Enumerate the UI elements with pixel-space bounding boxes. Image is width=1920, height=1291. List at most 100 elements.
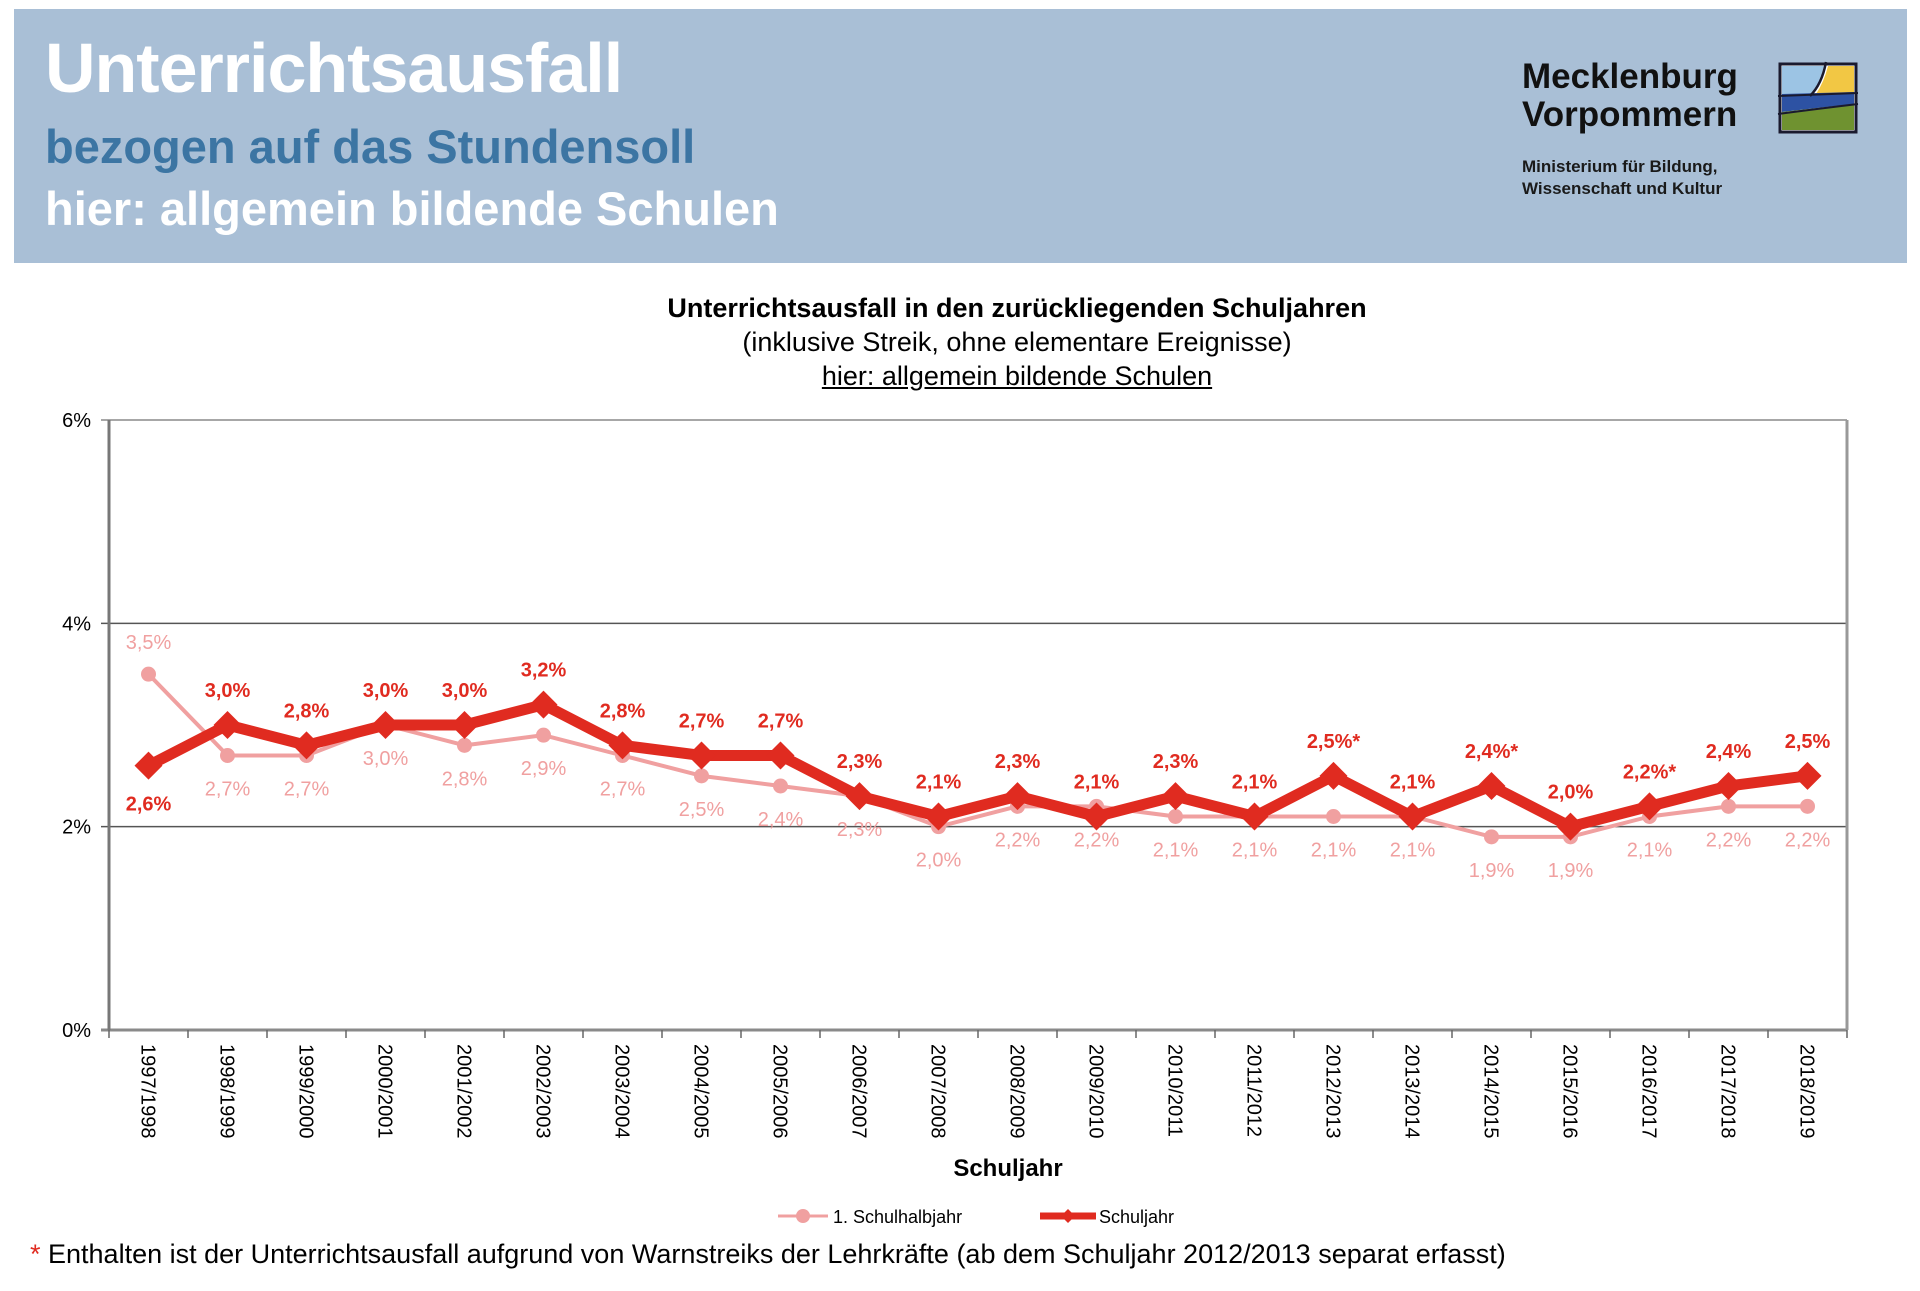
header-banner: Unterrichtsausfall bezogen auf das Stund… (14, 9, 1907, 263)
data-point-1-schulhalbjahr (1721, 798, 1736, 814)
legend-label-schuljahr: Schuljahr (1099, 1207, 1174, 1227)
legend: 1. Schulhalbjahr Schuljahr (778, 1207, 1174, 1227)
data-point-schuljahr (1556, 812, 1585, 841)
data-label-schuljahr: 3,2% (521, 660, 567, 682)
data-point-1-schulhalbjahr (457, 737, 472, 753)
chart-subtitle: (inklusive Streik, ohne elementare Ereig… (742, 327, 1292, 357)
page-title: Unterrichtsausfall (45, 29, 623, 107)
x-tick-label: 2007/2008 (927, 1044, 949, 1139)
data-label-schuljahr: 2,7% (758, 711, 804, 733)
data-label-schuljahr: 3,0% (442, 680, 488, 702)
x-tick-label: 2013/2014 (1401, 1044, 1423, 1139)
data-label-1-schulhalbjahr: 3,0% (363, 748, 409, 770)
data-point-1-schulhalbjahr (220, 748, 235, 763)
data-point-1-schulhalbjahr (1168, 809, 1183, 824)
x-tick-label: 2000/2001 (374, 1044, 396, 1139)
x-tick-label: 2010/2011 (1164, 1044, 1186, 1137)
data-point-schuljahr (371, 711, 400, 739)
series-line-schuljahr (145, 699, 1809, 833)
data-label-1-schulhalbjahr: 2,1% (1390, 840, 1436, 862)
data-label-schuljahr: 2,3% (1153, 751, 1199, 773)
data-label-schuljahr: 2,3% (837, 751, 883, 773)
data-point-schuljahr (608, 731, 637, 760)
data-label-schuljahr: 2,4%* (1465, 741, 1519, 763)
data-labels: 3,5% 2,7% 2,7% 3,0% 2,8% 2,9% 2,7% 2,5% 2,4% 2,3%… (126, 632, 1831, 882)
data-label-1-schulhalbjahr: 2,5% (679, 799, 725, 821)
data-label-schuljahr: 2,2%* (1623, 761, 1677, 783)
data-label-1-schulhalbjahr: 2,4% (758, 809, 804, 831)
ministry-logo: Mecklenburg Vorpommern Ministerium für B… (1522, 52, 1882, 212)
x-axis-label: Schuljahr (953, 1155, 1062, 1182)
x-tick-label: 2009/2010 (1085, 1044, 1107, 1139)
data-point-1-schulhalbjahr (773, 778, 788, 794)
x-tick-label: 2005/2006 (769, 1044, 791, 1139)
y-tick-label: 4% (62, 613, 91, 635)
data-point-schuljahr (1793, 761, 1822, 790)
data-point-1-schulhalbjahr (141, 666, 156, 682)
data-label-1-schulhalbjahr: 1,9% (1469, 860, 1515, 882)
data-label-1-schulhalbjahr: 2,9% (521, 758, 567, 780)
data-point-schuljahr (1635, 792, 1664, 821)
data-point-schuljahr (924, 802, 953, 831)
logo-line-1: Mecklenburg (1522, 57, 1738, 96)
data-point-schuljahr (687, 741, 716, 770)
data-point-schuljahr (1161, 782, 1190, 811)
data-label-schuljahr: 3,0% (205, 680, 251, 702)
ministry-line-2: Wissenschaft und Kultur (1522, 179, 1723, 198)
data-point-schuljahr (845, 782, 874, 811)
chart-subtitle-scope-text: hier: allgemein bildende Schulen (821, 361, 1213, 391)
x-tick-label: 1997/1998 (137, 1044, 159, 1139)
y-tick-label: 0% (62, 1020, 91, 1042)
y-tick-label: 6% (62, 410, 91, 432)
footnote-text: Enthalten ist der Unterrichtsausfall auf… (40, 1239, 1506, 1269)
data-label-1-schulhalbjahr: 2,2% (995, 829, 1041, 851)
data-point-schuljahr (1398, 802, 1427, 831)
data-label-schuljahr: 2,5% (1785, 731, 1831, 753)
data-label-schuljahr: 2,7% (679, 711, 725, 733)
data-label-schuljahr: 3,0% (363, 680, 409, 702)
data-point-1-schulhalbjahr (1800, 798, 1815, 814)
x-tick-label: 2018/2019 (1796, 1044, 1818, 1139)
data-label-1-schulhalbjahr: 2,2% (1785, 829, 1831, 851)
data-label-schuljahr: 2,6% (126, 794, 172, 816)
data-label-1-schulhalbjahr: 2,0% (916, 850, 962, 872)
axes (107, 420, 1849, 1030)
data-point-schuljahr (450, 711, 479, 739)
data-label-1-schulhalbjahr: 2,1% (1232, 840, 1278, 862)
x-tick-label: 2008/2009 (1006, 1044, 1028, 1139)
x-tick-label: 2017/2018 (1717, 1044, 1739, 1139)
data-point-schuljahr (1003, 782, 1032, 811)
data-point-schuljahr (1477, 772, 1506, 800)
data-point-schuljahr (529, 690, 558, 719)
page-subtitle: bezogen auf das Stundensoll (45, 120, 696, 173)
legend-marker-1-schulhalbjahr (796, 1209, 810, 1223)
data-label-schuljahr: 2,1% (1074, 772, 1120, 794)
data-label-1-schulhalbjahr: 2,3% (837, 819, 883, 841)
data-label-schuljahr: 2,5%* (1307, 731, 1361, 753)
data-label-1-schulhalbjahr: 2,7% (600, 779, 646, 801)
data-point-schuljahr (1240, 802, 1269, 831)
logo-wordmark: Mecklenburg Vorpommern (1522, 58, 1738, 134)
x-tick-label: 2012/2013 (1322, 1044, 1344, 1139)
data-label-1-schulhalbjahr: 2,8% (442, 768, 488, 790)
data-label-schuljahr: 2,8% (600, 700, 646, 722)
data-label-schuljahr: 2,1% (1390, 772, 1436, 794)
legend-marker-schuljahr (1061, 1209, 1075, 1223)
x-tick-label: 2001/2002 (453, 1044, 475, 1139)
data-label-1-schulhalbjahr: 2,1% (1311, 840, 1357, 862)
x-tick-label: 2004/2005 (690, 1044, 712, 1139)
data-label-1-schulhalbjahr: 2,2% (1074, 829, 1120, 851)
data-label-1-schulhalbjahr: 2,1% (1153, 840, 1199, 862)
x-axis-ticks: 1997/1998 1998/1999 1999/2000 2000/2001 2001… (108, 1030, 1848, 1139)
data-point-1-schulhalbjahr (536, 727, 551, 743)
data-label-schuljahr: 2,1% (1232, 772, 1278, 794)
data-label-1-schulhalbjahr: 2,2% (1706, 829, 1752, 851)
data-point-schuljahr (213, 711, 242, 739)
ministry-line-1: Ministerium für Bildung, (1522, 157, 1718, 176)
data-label-schuljahr: 2,8% (284, 700, 330, 722)
data-point-schuljahr (1082, 802, 1111, 831)
data-label-1-schulhalbjahr: 2,7% (205, 779, 251, 801)
ministry-name: Ministerium für Bildung, Wissenschaft un… (1522, 156, 1722, 200)
data-label-schuljahr: 2,3% (995, 751, 1041, 773)
footnote-star: * (30, 1239, 41, 1269)
